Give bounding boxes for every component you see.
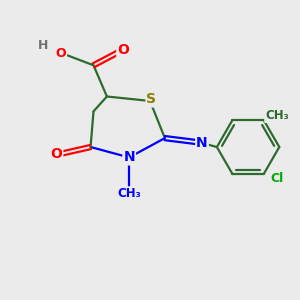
Text: H: H (38, 40, 48, 52)
Text: N: N (123, 150, 135, 164)
Text: CH₃: CH₃ (117, 187, 141, 200)
Text: N: N (196, 136, 208, 150)
Text: CH₃: CH₃ (265, 109, 289, 122)
Text: Cl: Cl (270, 172, 284, 185)
Text: S: S (146, 92, 157, 106)
Text: O: O (50, 148, 62, 161)
Text: O: O (117, 44, 129, 57)
Text: O: O (56, 47, 66, 60)
